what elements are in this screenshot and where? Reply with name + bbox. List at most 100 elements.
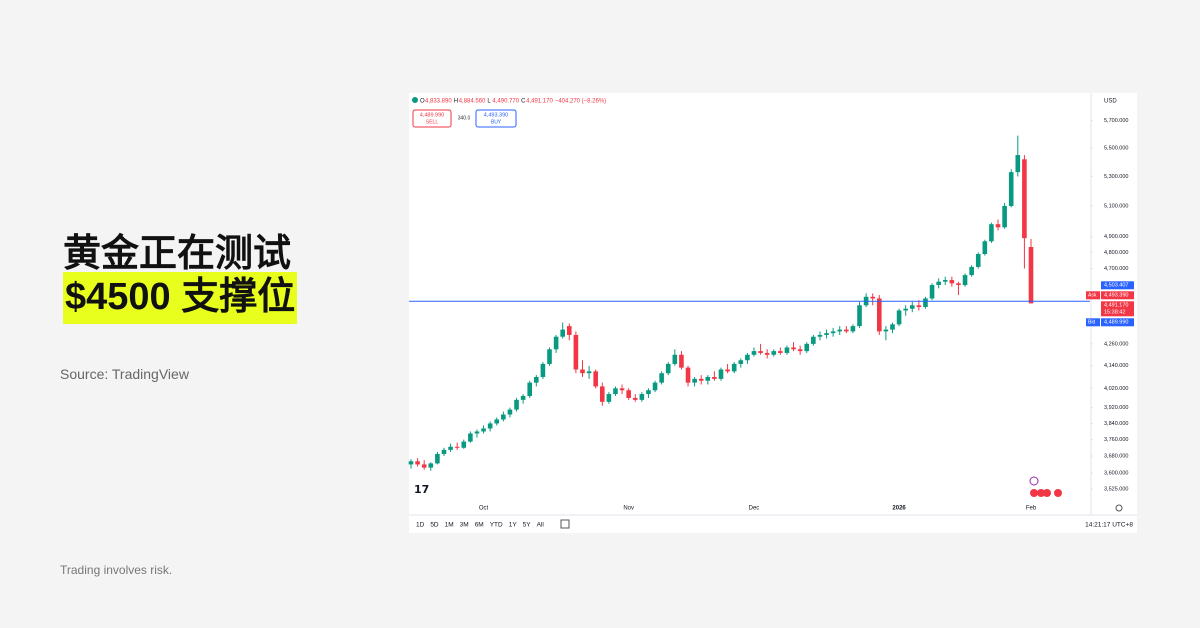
- candle-body: [408, 461, 414, 465]
- candle-body: [738, 360, 744, 364]
- range-button[interactable]: 1Y: [509, 522, 518, 529]
- candle-body: [534, 376, 539, 383]
- quote-key: O: [420, 99, 425, 105]
- candle-body: [599, 386, 605, 402]
- candle-body: [1022, 159, 1027, 239]
- candle-body: [474, 431, 480, 434]
- currency: USD: [1104, 99, 1117, 105]
- x-tick-label: Nov: [623, 506, 634, 512]
- range-button[interactable]: YTD: [490, 522, 503, 529]
- candle-body: [698, 378, 704, 381]
- candle-body: [652, 382, 658, 391]
- y-tick-label: 3,600.000: [1104, 470, 1128, 476]
- candle-body: [1015, 155, 1021, 173]
- buy-button[interactable]: [475, 109, 517, 128]
- buy-price: 4,493.390: [484, 112, 508, 118]
- candle-body: [731, 363, 737, 372]
- event-icon: [1029, 476, 1039, 486]
- price-tag-name: Bid: [1088, 320, 1095, 326]
- candle-body: [454, 446, 460, 448]
- candle-body: [771, 351, 777, 355]
- range-button[interactable]: All: [537, 522, 545, 529]
- y-tick-label: 4,260.000: [1104, 341, 1128, 347]
- x-tick-label: Feb: [1026, 506, 1037, 512]
- candle-body: [560, 329, 566, 337]
- y-tick-label: 5,100.000: [1104, 203, 1128, 209]
- quote-value: 4,884.560: [459, 99, 486, 105]
- range-button[interactable]: 3M: [460, 522, 469, 529]
- candle-body: [936, 281, 941, 286]
- candle-body: [428, 463, 434, 468]
- event-icon: [1037, 489, 1045, 497]
- price-tag-name-box: [1086, 291, 1100, 300]
- candle-body: [817, 334, 823, 337]
- candle-body: [962, 275, 968, 286]
- candle-body: [890, 324, 895, 330]
- quote-key: C: [521, 99, 526, 105]
- candle-body: [679, 354, 684, 368]
- candle-body: [824, 333, 829, 335]
- range-button[interactable]: 5D: [430, 522, 439, 529]
- candle-body: [415, 461, 420, 465]
- candle-body: [718, 369, 724, 379]
- x-tick-label: Oct: [479, 506, 489, 512]
- sell-button[interactable]: [412, 109, 452, 128]
- price-tag: [1101, 301, 1134, 317]
- candle-body: [876, 298, 882, 332]
- candle-body: [975, 254, 981, 267]
- candle-body: [573, 334, 579, 370]
- date-range-icon[interactable]: [560, 519, 570, 529]
- y-tick-label: 4,800.000: [1104, 250, 1128, 256]
- candle-body: [527, 382, 533, 396]
- y-tick-label: 3,525.000: [1104, 487, 1128, 493]
- candle-body: [778, 351, 783, 353]
- quote-value: 4,491.170: [526, 99, 553, 105]
- candle-body: [514, 399, 519, 410]
- candle-body: [441, 449, 447, 454]
- range-button[interactable]: 5Y: [523, 522, 532, 529]
- range-button[interactable]: 6M: [475, 522, 484, 529]
- candle-body: [626, 390, 631, 398]
- y-tick-label: 5,500.000: [1104, 146, 1128, 152]
- candle-body: [942, 280, 948, 282]
- range-button[interactable]: 1D: [416, 522, 425, 529]
- price-tag: [1101, 291, 1134, 300]
- price-tag: [1101, 318, 1134, 327]
- candle-body: [811, 336, 816, 344]
- candle-body: [586, 371, 592, 374]
- candle-body: [619, 388, 625, 391]
- y-tick-label: 3,760.000: [1104, 437, 1128, 443]
- candle-body: [501, 414, 506, 420]
- price-tag-label: 4,489.990: [1104, 320, 1128, 326]
- candle-body: [613, 388, 618, 395]
- range-button[interactable]: 1M: [445, 522, 454, 529]
- candle-body: [883, 329, 889, 332]
- candle-body: [435, 453, 440, 464]
- y-tick-label: 4,140.000: [1104, 363, 1128, 369]
- candle-body: [929, 285, 935, 299]
- y-tick-label: 4,700.000: [1104, 266, 1128, 272]
- candle-body: [646, 390, 651, 395]
- candle-body: [850, 326, 856, 332]
- chart-panel: [409, 93, 1137, 533]
- y-tick-label: 5,300.000: [1104, 174, 1128, 180]
- spread: 340.0: [458, 115, 471, 121]
- y-tick-label: 3,840.000: [1104, 421, 1128, 427]
- price-tag-label: 4,491.170: [1104, 303, 1128, 309]
- candle-body: [989, 224, 994, 242]
- quote-value: 4,490.770: [492, 99, 519, 105]
- candle-body: [857, 305, 862, 327]
- candle-body: [606, 394, 612, 402]
- quote-value: −404.270 (−8.26%): [555, 99, 606, 105]
- candle-body: [494, 419, 500, 424]
- candle-body: [705, 376, 711, 381]
- sell-label: SELL: [426, 119, 438, 125]
- price-tag-countdown: 15:38:42: [1104, 310, 1125, 316]
- settings-icon[interactable]: [1115, 504, 1123, 512]
- candle-body: [507, 409, 513, 415]
- x-tick-label: 2026: [892, 506, 906, 512]
- buy-label: BUY: [491, 119, 502, 125]
- candle-body: [1002, 205, 1007, 228]
- candle-body: [844, 329, 849, 332]
